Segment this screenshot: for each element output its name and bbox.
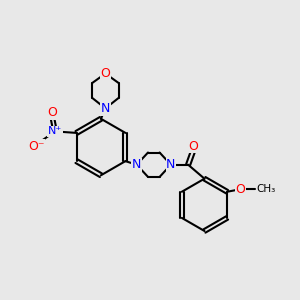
Text: O: O xyxy=(100,67,110,80)
Text: N: N xyxy=(166,158,176,171)
Text: CH₃: CH₃ xyxy=(256,184,276,194)
Text: O: O xyxy=(235,183,245,196)
Text: O: O xyxy=(188,140,198,153)
Text: O: O xyxy=(47,106,57,119)
Text: N⁺: N⁺ xyxy=(48,126,62,136)
Text: O⁻: O⁻ xyxy=(28,140,45,153)
Text: N: N xyxy=(101,102,110,115)
Text: N: N xyxy=(132,158,141,171)
